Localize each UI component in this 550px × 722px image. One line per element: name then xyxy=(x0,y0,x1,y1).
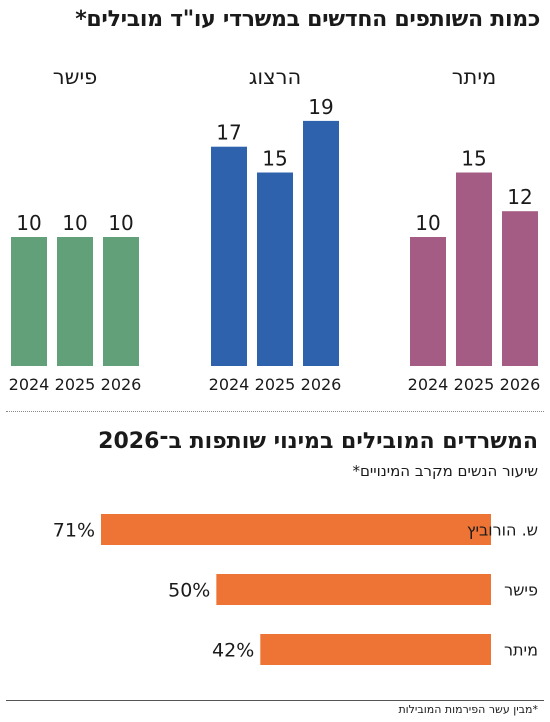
bar-value-label: 12 xyxy=(507,185,532,209)
bar-value-label: 19 xyxy=(308,95,333,119)
bar-value-label: 15 xyxy=(461,147,486,171)
second-chart-title: המשרדים המובילים במינוי שותפות ב־2026 xyxy=(98,429,538,454)
year-tick-label: 2025 xyxy=(255,375,296,394)
year-tick-label: 2024 xyxy=(209,375,250,394)
bar-value-label: 10 xyxy=(108,211,133,235)
bar-value-label: 50% xyxy=(168,580,210,602)
bar xyxy=(303,120,339,367)
category-label: ש. הורוביץ xyxy=(467,521,538,540)
bar xyxy=(216,574,491,605)
year-tick-label: 2025 xyxy=(454,375,495,394)
bar-value-label: 42% xyxy=(212,640,254,662)
bar xyxy=(410,237,446,366)
chart-title: כמות השותפים החדשים במשרדי עו"ד מובילים* xyxy=(75,7,540,32)
bar xyxy=(103,237,139,366)
bar xyxy=(101,514,491,545)
bar-value-label: 10 xyxy=(62,211,87,235)
group-label: מיתר xyxy=(452,65,497,89)
footnote: *מבין עשר הפירמות המובילות xyxy=(398,703,538,716)
group-label: הרצוג xyxy=(249,65,301,89)
footnote-divider xyxy=(6,700,544,701)
second-chart-subtitle: שיעור הנשים מקרב המינויים* xyxy=(352,462,538,480)
year-tick-label: 2024 xyxy=(408,375,449,394)
section-divider xyxy=(6,411,544,412)
category-label: פישר xyxy=(504,581,538,600)
bar-value-label: 10 xyxy=(16,211,41,235)
year-tick-label: 2026 xyxy=(101,375,142,394)
year-tick-label: 2024 xyxy=(9,375,50,394)
group-label: פישר xyxy=(53,65,98,89)
category-label: מיתר xyxy=(504,641,538,660)
bar xyxy=(456,172,492,366)
bar xyxy=(11,237,47,366)
year-tick-label: 2025 xyxy=(55,375,96,394)
year-tick-label: 2026 xyxy=(301,375,342,394)
bar xyxy=(211,146,247,366)
bar-value-label: 71% xyxy=(53,520,95,542)
partners-bar-chart: מיתר 10 2024 15 2025 12 2026 הרצוג 17 2024 15 2025 1… xyxy=(9,65,541,394)
bar-value-label: 17 xyxy=(216,121,241,145)
bar xyxy=(257,172,293,366)
bar xyxy=(502,211,538,366)
bar xyxy=(57,237,93,366)
bar-value-label: 10 xyxy=(415,211,440,235)
bar xyxy=(260,634,491,665)
year-tick-label: 2026 xyxy=(500,375,541,394)
bar-value-label: 15 xyxy=(262,147,287,171)
